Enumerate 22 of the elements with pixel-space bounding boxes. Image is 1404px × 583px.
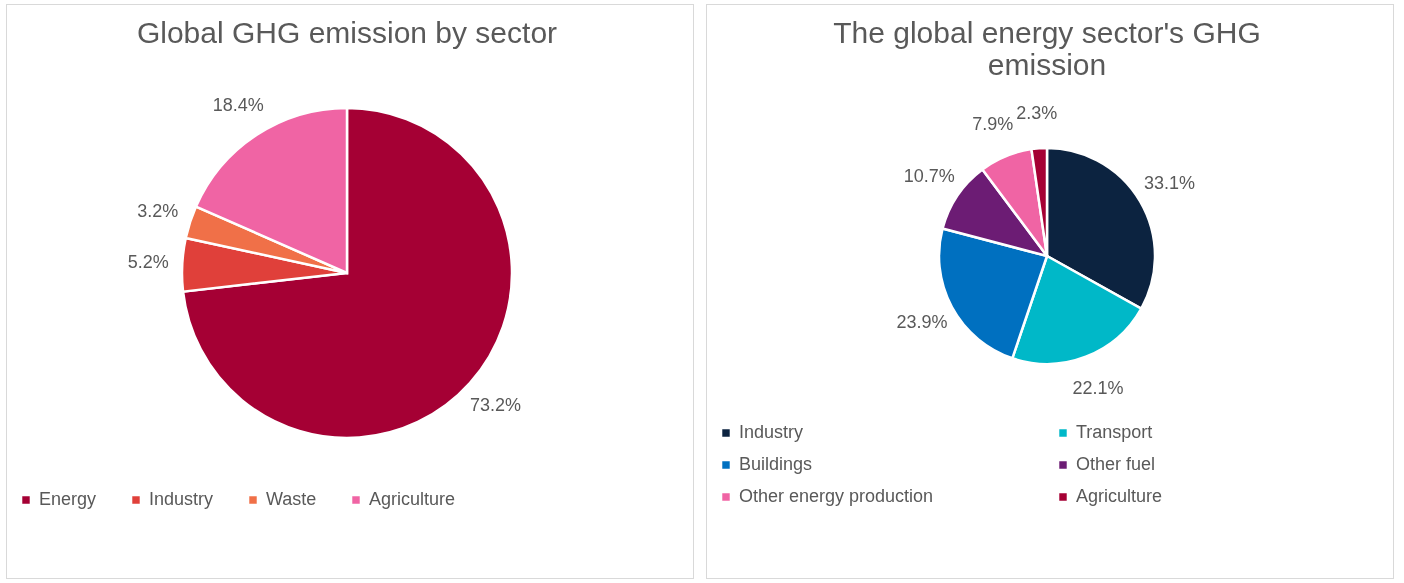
data-label: 18.4% xyxy=(212,95,264,116)
legend-label: Other energy production xyxy=(739,486,934,506)
legend-label: Energy xyxy=(39,489,97,509)
data-label: 3.2% xyxy=(137,200,179,221)
data-label: 2.3% xyxy=(1016,103,1058,124)
data-label: 7.9% xyxy=(972,113,1014,134)
legend-label: Agriculture xyxy=(369,489,456,509)
chart-title: Global GHG emission by sector xyxy=(136,16,558,49)
legend-label: Agriculture xyxy=(1076,486,1163,506)
legend-label: Industry xyxy=(149,489,214,509)
data-label: 33.1% xyxy=(1143,173,1195,194)
chart-title: The global energy sector's GHG emission xyxy=(833,16,1261,82)
data-label: 23.9% xyxy=(896,312,948,333)
legend-label: Other fuel xyxy=(1076,454,1156,474)
legend-label: Buildings xyxy=(739,454,813,474)
legend-label: Waste xyxy=(266,489,317,509)
data-label: 73.2% xyxy=(469,394,521,415)
legend-label: Industry xyxy=(739,422,804,442)
legend-label: Transport xyxy=(1076,422,1153,442)
data-label: 5.2% xyxy=(127,252,169,272)
data-label: 22.1% xyxy=(1072,377,1124,398)
data-label: 10.7% xyxy=(903,165,955,186)
